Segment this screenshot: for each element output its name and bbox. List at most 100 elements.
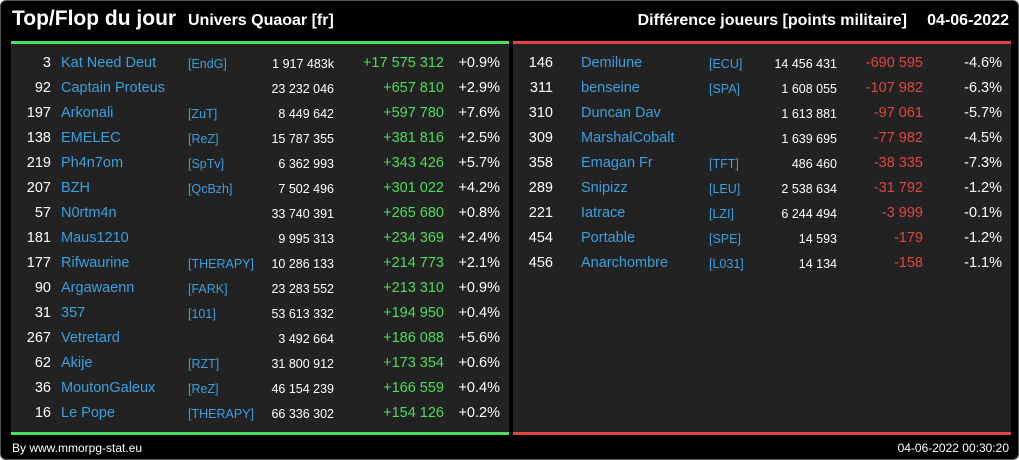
alliance-tag-link[interactable]: [QcBzh] <box>188 182 233 196</box>
alliance-tag-link[interactable]: [EndG] <box>188 57 227 71</box>
percent-change: +0.2% <box>458 405 500 421</box>
player-name-link[interactable]: EMELEC <box>61 130 121 146</box>
alliance-tag-link[interactable]: [LEU] <box>709 182 741 196</box>
percent-change: +0.9% <box>458 280 500 296</box>
player-name-link[interactable]: N0rtm4n <box>61 205 117 221</box>
top-row: 3 Kat Need Deut [EndG] 1 917 483k +17 575 31… <box>11 51 509 76</box>
player-rank: 138 <box>26 130 51 146</box>
site-credit: By www.mmorpg-stat.eu <box>12 441 143 455</box>
player-rank: 197 <box>26 105 51 121</box>
points-difference: +234 369 <box>383 230 444 246</box>
alliance-tag-link[interactable]: [THERAPY] <box>188 257 254 271</box>
player-rank: 16 <box>34 405 51 421</box>
alliance-tag-link[interactable]: [THERAPY] <box>188 407 254 421</box>
points-difference: -31 792 <box>873 180 923 196</box>
player-name-link[interactable]: Iatrace <box>581 205 626 221</box>
percent-change: +2.5% <box>458 130 500 146</box>
player-name-link[interactable]: Akije <box>61 355 93 371</box>
points-difference: -107 982 <box>865 80 923 96</box>
player-name-link[interactable]: 357 <box>61 305 86 321</box>
percent-change: +4.2% <box>458 180 500 196</box>
top-row: 197 Arkonali [ZuT] 8 449 642 +597 780 +7.6% <box>11 101 509 126</box>
flop-row: 310 Duncan Dav 1 613 881 -97 061 -5.7% <box>513 101 1011 126</box>
player-name-link[interactable]: Rifwaurine <box>61 255 130 271</box>
player-points: 53 613 332 <box>271 307 334 321</box>
percent-change: -1.2% <box>964 180 1002 196</box>
percent-change: +2.1% <box>458 255 500 271</box>
alliance-tag-link[interactable]: [ZuT] <box>188 107 218 121</box>
percent-change: +0.4% <box>458 380 500 396</box>
player-rank: 92 <box>34 80 51 96</box>
player-name-link[interactable]: MarshalCobalt <box>581 130 675 146</box>
percent-change: -1.2% <box>964 230 1002 246</box>
player-name-link[interactable]: MoutonGaleux <box>61 380 156 396</box>
flop-row: 221 Iatrace [LZI] 6 244 494 -3 999 -0.1% <box>513 201 1011 226</box>
player-rank: 358 <box>528 155 553 171</box>
top-panel: 3 Kat Need Deut [EndG] 1 917 483k +17 575 31… <box>11 41 509 435</box>
player-points: 6 244 494 <box>781 207 837 221</box>
player-name-link[interactable]: Arkonali <box>61 105 114 121</box>
player-name-link[interactable]: Kat Need Deut <box>61 55 157 71</box>
player-rank: 36 <box>34 380 51 396</box>
points-difference: +213 310 <box>383 280 444 296</box>
player-name-link[interactable]: BZH <box>61 180 90 196</box>
points-difference: -97 061 <box>873 105 923 121</box>
points-difference: +17 575 312 <box>362 55 444 71</box>
player-name-link[interactable]: Le Pope <box>61 405 116 421</box>
player-points: 31 800 912 <box>271 357 334 371</box>
alliance-tag-link[interactable]: [SpTv] <box>188 157 225 171</box>
player-rank: 90 <box>34 280 51 296</box>
player-rank: 309 <box>528 130 553 146</box>
player-points: 486 460 <box>791 157 837 171</box>
player-name-link[interactable]: Portable <box>581 230 636 246</box>
player-points: 1 613 881 <box>781 107 837 121</box>
player-points: 1 639 695 <box>781 132 837 146</box>
alliance-tag-link[interactable]: [ReZ] <box>188 132 219 146</box>
top-row: 219 Ph4n7om [SpTv] 6 362 993 +343 426 +5.7% <box>11 151 509 176</box>
points-difference: +381 816 <box>383 130 444 146</box>
top-row: 57 N0rtm4n 33 740 391 +265 680 +0.8% <box>11 201 509 226</box>
player-rank: 57 <box>34 205 51 221</box>
player-name-link[interactable]: Argawaenn <box>61 280 135 296</box>
player-name-link[interactable]: Captain Proteus <box>61 80 165 96</box>
player-points: 46 154 239 <box>271 382 334 396</box>
alliance-tag-link[interactable]: [ECU] <box>709 57 743 71</box>
percent-change: +5.6% <box>458 330 500 346</box>
top-row: 31 357 [101] 53 613 332 +194 950 +0.4% <box>11 301 509 326</box>
top-row: 90 Argawaenn [FARK] 23 283 552 +213 310 +0.9% <box>11 276 509 301</box>
player-points: 10 286 133 <box>271 257 334 271</box>
alliance-tag-link[interactable]: [FARK] <box>188 282 228 296</box>
top-row: 92 Captain Proteus 23 232 046 +657 810 +2.9% <box>11 76 509 101</box>
flop-row: 309 MarshalCobalt 1 639 695 -77 982 -4.5% <box>513 126 1011 151</box>
player-rank: 181 <box>26 230 51 246</box>
percent-change: +0.4% <box>458 305 500 321</box>
alliance-tag-link[interactable]: [ReZ] <box>188 382 219 396</box>
points-difference: +657 810 <box>383 80 444 96</box>
player-points: 14 134 <box>798 257 837 271</box>
alliance-tag-link[interactable]: [SPA] <box>709 82 741 96</box>
percent-change: +2.9% <box>458 80 500 96</box>
player-name-link[interactable]: Anarchombre <box>581 255 669 271</box>
player-name-link[interactable]: Ph4n7om <box>61 155 124 171</box>
player-points: 8 449 642 <box>278 107 334 121</box>
player-name-link[interactable]: Demilune <box>581 55 643 71</box>
player-rank: 146 <box>528 55 553 71</box>
player-name-link[interactable]: Duncan Dav <box>581 105 661 121</box>
player-name-link[interactable]: Vetretard <box>61 330 120 346</box>
player-name-link[interactable]: Maus1210 <box>61 230 129 246</box>
player-rank: 177 <box>26 255 51 271</box>
alliance-tag-link[interactable]: [SPE] <box>709 232 741 246</box>
points-difference: +186 088 <box>383 330 444 346</box>
alliance-tag-link[interactable]: [TFT] <box>709 157 739 171</box>
alliance-tag-link[interactable]: [RZT] <box>188 357 220 371</box>
alliance-tag-link[interactable]: [LZI] <box>709 207 735 221</box>
top-list: 3 Kat Need Deut [EndG] 1 917 483k +17 575 31… <box>11 51 509 426</box>
alliance-tag-link[interactable]: [101] <box>188 307 216 321</box>
player-name-link[interactable]: benseine <box>581 80 640 96</box>
alliance-tag-link[interactable]: [L031] <box>709 257 744 271</box>
points-difference: -38 335 <box>873 155 923 171</box>
flop-row: 311 benseine [SPA] 1 608 055 -107 982 -6.3% <box>513 76 1011 101</box>
player-name-link[interactable]: Emagan Fr <box>581 155 653 171</box>
player-name-link[interactable]: Snipizz <box>581 180 628 196</box>
top-row: 207 BZH [QcBzh] 7 502 496 +301 022 +4.2% <box>11 176 509 201</box>
